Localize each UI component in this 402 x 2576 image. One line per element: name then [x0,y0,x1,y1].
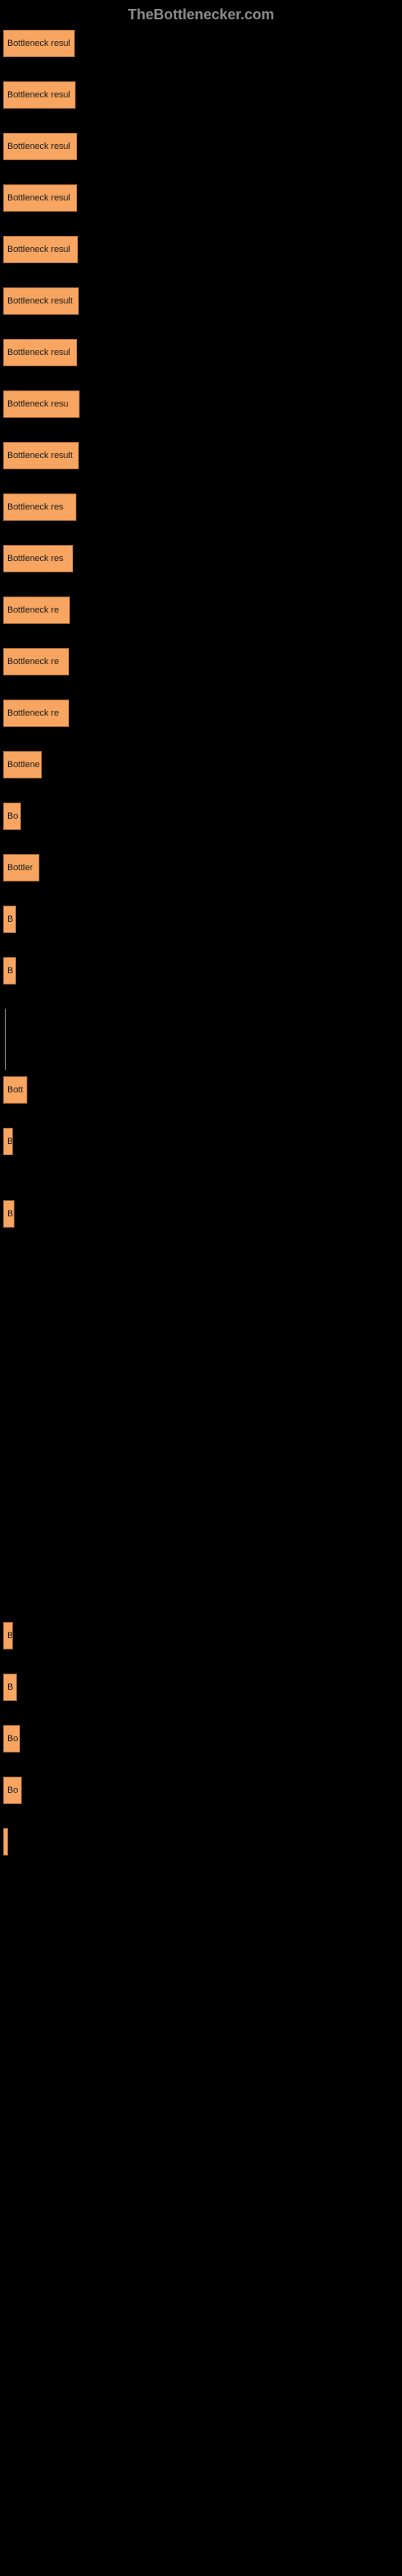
bar: Bo [3,1777,22,1804]
bar: Bottleneck result [3,287,79,315]
bar: B [3,1200,14,1228]
bar-row: Bottleneck re [3,648,399,675]
bar-row: Bo [3,803,399,830]
bar-row: Bottleneck resul [3,30,399,57]
bar-label: B [7,1209,13,1219]
y-axis-line [5,1009,399,1070]
bar-row: Bottlene [3,751,399,778]
bar: Bottleneck resul [3,81,76,109]
bar-row: Bottleneck resu [3,390,399,418]
bar: Bottlene [3,751,42,778]
bar: Bottleneck re [3,597,70,624]
bar-row: Bo [3,1777,399,1804]
bar-label: Bottleneck re [7,657,59,667]
bar: Bottleneck re [3,648,69,675]
bar-label: Bottleneck re [7,708,59,718]
bar-label: Bottleneck resul [7,245,70,254]
header-title: TheBottlenecker.com [128,6,274,23]
bar-row: Bottleneck res [3,545,399,572]
bar-row: B [3,1200,399,1228]
bar-label: Bottleneck result [7,296,72,306]
bar-label: Bottleneck res [7,554,64,564]
bar-label: B [7,1137,13,1146]
bar-row: Bottleneck re [3,597,399,624]
bar-row: B [3,1128,399,1155]
bar-label: Bottleneck resul [7,39,70,48]
bar-row: Bottleneck re [3,700,399,727]
bar-label: Bott [7,1085,23,1095]
bar: Bo [3,803,21,830]
bar: Bottleneck result [3,442,79,469]
bar-label: Bottleneck resul [7,142,70,151]
bar: Bottler [3,854,39,881]
bar: Bottleneck resul [3,339,77,366]
bar: B [3,957,16,985]
bar-label: B [7,1682,13,1692]
bar: B [3,906,16,933]
bar: B [3,1674,17,1701]
bar: Bottleneck resul [3,133,77,160]
bar-label: Bottleneck re [7,605,59,615]
bar-row: Bottleneck resul [3,81,399,109]
bar-row [3,1828,399,1856]
bar-row: Bottleneck resul [3,133,399,160]
bar [3,1828,8,1856]
bar: Bottleneck res [3,545,73,572]
bar-row: B [3,1674,399,1701]
bar-row: Bottleneck resul [3,236,399,263]
bar: Bott [3,1076,27,1104]
bar-label: Bo [7,811,18,821]
bar-label: Bottlene [7,760,39,770]
bar-row: B [3,906,399,933]
bar-row: Bottleneck res [3,493,399,521]
bar-label: B [7,1631,13,1641]
bar: Bottleneck res [3,493,76,521]
bar: B [3,1622,13,1649]
bar-label: B [7,914,13,924]
bar: Bottleneck resul [3,236,78,263]
bar: Bottleneck resu [3,390,80,418]
bar-label: Bo [7,1734,18,1744]
bar-row: Bottleneck resul [3,184,399,212]
bar-label: Bo [7,1785,18,1795]
bar-label: Bottleneck res [7,502,64,512]
bar-row: B [3,1622,399,1649]
bar: Bottleneck resul [3,30,75,57]
bar-label: Bottleneck resu [7,399,68,409]
chart-container: Bottleneck resul Bottleneck resul Bottlene… [0,30,402,1856]
bar-row: Bo [3,1725,399,1752]
bar: Bo [3,1725,20,1752]
bar-label: Bottleneck result [7,451,72,460]
bar-row: Bottler [3,854,399,881]
bar-label: Bottleneck resul [7,193,70,203]
bar: Bottleneck re [3,700,69,727]
bar-row: B [3,957,399,985]
bar-row: Bott [3,1076,399,1104]
bar-row: Bottleneck resul [3,339,399,366]
bar-label: Bottler [7,863,33,873]
bar-row: Bottleneck result [3,287,399,315]
bar-row: Bottleneck result [3,442,399,469]
bar: B [3,1128,13,1155]
bar-label: B [7,966,13,976]
bar-label: Bottleneck resul [7,90,70,100]
bar-label: Bottleneck resul [7,348,70,357]
bar: Bottleneck resul [3,184,77,212]
header: TheBottlenecker.com [0,0,402,30]
